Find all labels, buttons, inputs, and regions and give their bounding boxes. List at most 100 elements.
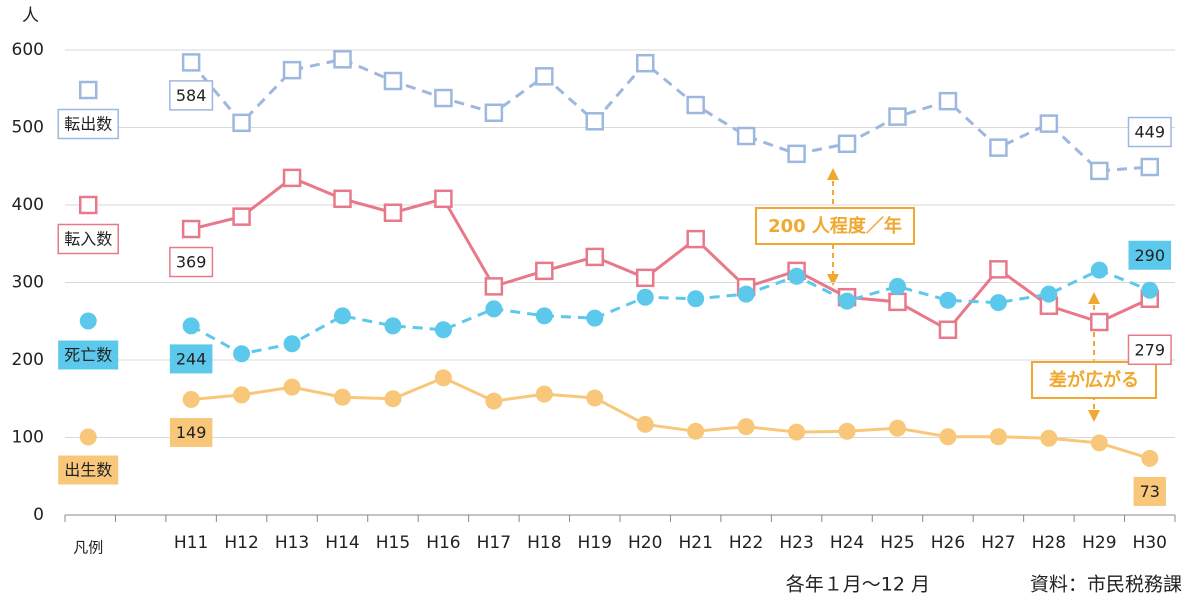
series-line (190, 376, 1151, 460)
marker (889, 419, 906, 437)
marker (485, 392, 503, 410)
y-tick-label: 500 (12, 118, 44, 138)
marker (535, 261, 554, 281)
marker (635, 268, 655, 288)
marker (282, 60, 302, 80)
legend-marker (78, 80, 98, 100)
marker (737, 418, 755, 436)
legend-marker (78, 195, 98, 215)
legend-marker (79, 428, 97, 446)
value-label: 449 (1134, 123, 1165, 142)
note: 資料：市民税務課 (1030, 574, 1182, 596)
marker (838, 422, 856, 440)
value-label: 290 (1134, 246, 1165, 265)
y-tick-label: 0 (33, 505, 44, 525)
marker (686, 229, 705, 249)
label-box (58, 340, 119, 370)
marker (334, 307, 351, 325)
x-tick-label: H29 (1082, 533, 1116, 553)
annotation-1: 200 人程度／年 (755, 168, 915, 286)
x-tick-label: H30 (1133, 533, 1167, 553)
marker (989, 260, 1008, 279)
marker (788, 267, 806, 285)
label-box (57, 223, 119, 255)
marker (888, 292, 907, 312)
marker (586, 389, 604, 407)
marker (233, 345, 251, 363)
x-tick-label: 凡例 (73, 539, 103, 557)
x-tick-label: H18 (527, 533, 561, 553)
marker (434, 189, 453, 209)
legend-marker (79, 312, 97, 330)
label-box (169, 80, 214, 111)
marker (333, 50, 352, 69)
label-box (169, 344, 213, 374)
marker (636, 415, 654, 433)
value-label: 149 (176, 423, 207, 442)
marker (232, 207, 251, 226)
note: 各年１月～12 月 (786, 574, 930, 596)
marker (888, 107, 907, 126)
value-label: 死亡数 (64, 346, 112, 365)
marker (889, 277, 906, 295)
marker (383, 71, 403, 91)
value-label: 369 (176, 253, 207, 272)
marker (1040, 429, 1058, 447)
marker (182, 317, 200, 335)
y-unit: 人 (22, 6, 39, 26)
marker (737, 285, 755, 303)
marker (333, 189, 352, 209)
marker (736, 126, 756, 146)
label-box (1128, 240, 1172, 270)
marker (434, 369, 452, 387)
marker (989, 138, 1008, 157)
value-label: 転入数 (64, 230, 112, 249)
label-box (169, 246, 214, 278)
x-tick-label: H13 (275, 533, 309, 553)
marker (484, 277, 504, 296)
x-tick-label: H11 (174, 533, 208, 553)
label-box (58, 455, 119, 485)
marker (1141, 281, 1159, 299)
marker (938, 320, 958, 340)
marker (535, 385, 553, 403)
marker (484, 103, 504, 123)
value-label: 244 (176, 349, 207, 368)
marker (1090, 161, 1109, 181)
x-tick-label: H27 (981, 533, 1015, 553)
marker (434, 88, 453, 108)
marker (182, 391, 200, 409)
y-tick-label: 100 (12, 428, 44, 448)
marker (485, 300, 503, 318)
marker (1090, 312, 1109, 332)
marker (434, 321, 452, 339)
label-box (1133, 476, 1166, 506)
x-tick-label: H23 (779, 533, 813, 553)
y-tick-label: 300 (12, 273, 44, 293)
marker (1140, 157, 1160, 177)
x-tick-label: H15 (376, 533, 410, 553)
marker (181, 219, 201, 239)
marker (939, 428, 957, 446)
marker (535, 67, 554, 86)
marker (1090, 261, 1108, 279)
x-tick-label: H12 (224, 533, 258, 553)
annotation: 差が広がる (1049, 369, 1139, 391)
marker (1090, 434, 1108, 452)
label-box (169, 418, 213, 448)
marker (787, 144, 806, 164)
value-label: 73 (1140, 482, 1160, 501)
marker (687, 290, 705, 308)
marker (585, 247, 605, 267)
x-tick-label: H19 (578, 533, 612, 553)
marker (838, 292, 856, 310)
label-box (1127, 116, 1172, 148)
marker (686, 95, 705, 115)
marker (283, 335, 301, 353)
marker (585, 112, 605, 131)
label-box (57, 108, 119, 140)
marker (233, 386, 251, 404)
value-label: 584 (176, 86, 207, 105)
y-tick-label: 600 (12, 40, 44, 60)
